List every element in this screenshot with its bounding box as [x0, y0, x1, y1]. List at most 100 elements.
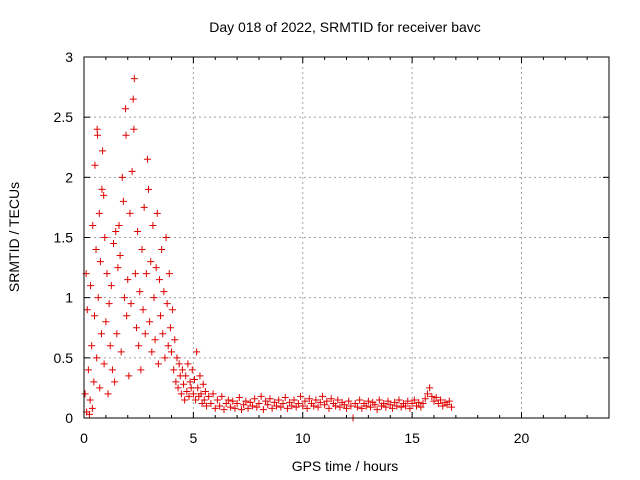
- data-point: [183, 388, 191, 396]
- data-point: [128, 167, 136, 175]
- data-point: [164, 342, 172, 350]
- data-point: [375, 396, 383, 404]
- data-point: [122, 105, 130, 113]
- data-point: [107, 282, 115, 290]
- data-point: [251, 395, 259, 403]
- data-point: [194, 384, 202, 392]
- data-point: [135, 342, 143, 350]
- data-point: [340, 401, 348, 409]
- data-point: [199, 380, 207, 388]
- data-point: [81, 390, 89, 398]
- data-point: [413, 402, 420, 410]
- data-point: [189, 390, 197, 398]
- data-point: [334, 396, 342, 404]
- data-point: [404, 397, 412, 405]
- plot-frame: [83, 56, 610, 419]
- data-point: [277, 403, 285, 411]
- data-point: [213, 396, 221, 404]
- data-point: [129, 95, 137, 103]
- data-point: [362, 402, 370, 410]
- data-point: [268, 404, 276, 412]
- grid-layer: [84, 57, 609, 418]
- data-point: [141, 330, 149, 338]
- data-point: [327, 395, 335, 403]
- data-point: [153, 209, 161, 217]
- data-point: [257, 392, 265, 400]
- data-point: [136, 288, 144, 296]
- data-point: [434, 400, 442, 408]
- data-point: [406, 404, 414, 412]
- data-point: [417, 403, 425, 411]
- data-point: [146, 318, 154, 326]
- data-point: [95, 209, 103, 217]
- data-point: [89, 221, 97, 229]
- data-point: [218, 392, 226, 400]
- data-point: [188, 366, 196, 374]
- data-point: [123, 312, 131, 320]
- data-point: [155, 276, 163, 284]
- y-tick-label: 3: [65, 49, 73, 65]
- data-point: [382, 403, 390, 411]
- data-point: [347, 402, 355, 410]
- data-point: [448, 403, 455, 411]
- data-point: [380, 400, 388, 408]
- data-point: [93, 354, 101, 362]
- data-point: [113, 330, 121, 338]
- data-point: [137, 366, 145, 374]
- y-tick-label: 2.5: [54, 109, 74, 125]
- data-point: [180, 380, 188, 388]
- data-point: [255, 400, 263, 408]
- data-point: [169, 306, 177, 314]
- y-tick-label: 0.5: [54, 350, 74, 366]
- data-point: [100, 360, 108, 368]
- data-point: [402, 402, 410, 410]
- data-point: [140, 203, 148, 211]
- data-point: [238, 406, 245, 414]
- data-point: [143, 155, 151, 163]
- data-point: [145, 185, 153, 193]
- data-point: [395, 396, 403, 404]
- data-point: [157, 312, 165, 320]
- data-point: [332, 402, 340, 410]
- data-point: [118, 173, 126, 181]
- data-point: [172, 378, 180, 386]
- data-point: [127, 300, 135, 308]
- data-point: [297, 392, 305, 400]
- data-point: [96, 258, 104, 266]
- data-point: [106, 342, 114, 350]
- data-point: [248, 402, 256, 410]
- data-point: [262, 397, 270, 405]
- data-point: [94, 294, 102, 302]
- data-point: [98, 330, 105, 338]
- data-point: [388, 404, 396, 412]
- x-tick-label: 5: [189, 430, 197, 446]
- data-point: [325, 404, 333, 412]
- data-point: [163, 300, 171, 308]
- data-point: [152, 264, 160, 272]
- x-axis-label: GPS time / hours: [292, 458, 399, 474]
- data-point: [279, 400, 287, 408]
- data-point: [294, 400, 302, 408]
- data-point: [283, 404, 291, 412]
- data-point: [224, 396, 232, 404]
- data-point: [94, 131, 102, 139]
- data-point: [259, 406, 267, 414]
- data-point: [115, 221, 123, 229]
- data-point: [190, 375, 198, 383]
- data-point: [114, 264, 122, 272]
- data-point: [99, 147, 107, 155]
- data-point: [134, 227, 142, 235]
- data-point: [233, 400, 241, 408]
- data-point: [88, 404, 96, 412]
- data-point: [166, 324, 174, 332]
- data-point: [147, 258, 155, 266]
- data-point: [240, 401, 248, 409]
- data-point: [102, 318, 110, 326]
- data-point: [177, 390, 185, 398]
- data-point: [428, 392, 436, 400]
- data-point: [318, 392, 326, 400]
- data-point: [154, 360, 162, 368]
- data-point: [220, 406, 228, 414]
